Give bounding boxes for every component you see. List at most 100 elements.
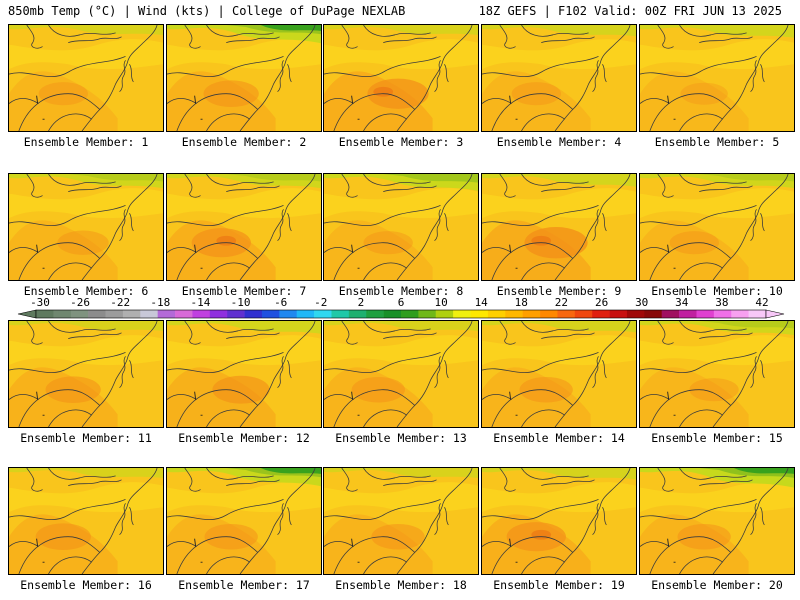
colorbar-segment	[140, 310, 158, 318]
ensemble-member-label: Ensemble Member: 7	[181, 284, 307, 298]
colorbar-segment	[522, 310, 541, 318]
colorbar-segment	[209, 310, 228, 318]
colorbar-tick-label: -18	[150, 296, 170, 309]
colorbar-segment	[731, 310, 749, 318]
ensemble-member-map	[8, 24, 164, 132]
colorbar-tick-label: -30	[30, 296, 50, 309]
colorbar-tick-label: 6	[398, 296, 405, 309]
ensemble-member-label: Ensemble Member: 5	[654, 135, 780, 149]
ensemble-member-map	[481, 173, 637, 281]
colorbar-tick-label: 42	[755, 296, 768, 309]
ensemble-member-map	[8, 467, 164, 575]
ensemble-member-label: Ensemble Member: 8	[338, 284, 464, 298]
ensemble-member-map	[323, 467, 479, 575]
colorbar-segment	[105, 310, 124, 318]
ensemble-member-label: Ensemble Member: 20	[651, 578, 783, 592]
colorbar-tick-label: -22	[110, 296, 130, 309]
ensemble-member-label: Ensemble Member: 16	[20, 578, 152, 592]
colorbar-segment	[53, 310, 72, 318]
colorbar-tick-label: 2	[358, 296, 365, 309]
colorbar-segment	[557, 310, 576, 318]
ensemble-member-map	[639, 320, 795, 428]
colorbar-segment	[435, 310, 454, 318]
colorbar-tick-label: 34	[675, 296, 689, 309]
ensemble-member-map	[639, 173, 795, 281]
colorbar-tick-label: -2	[314, 296, 327, 309]
colorbar-segment	[261, 310, 280, 318]
colorbar-segment	[36, 310, 54, 318]
colorbar-segment	[331, 310, 350, 318]
ensemble-member-map	[323, 24, 479, 132]
colorbar-segment	[540, 310, 558, 318]
colorbar-left-arrow	[17, 309, 37, 319]
colorbar-tick-label: 26	[595, 296, 608, 309]
colorbar-segment	[592, 310, 610, 318]
ensemble-member-map	[8, 173, 164, 281]
header-title-left: 850mb Temp (°C) | Wind (kts) | College o…	[8, 4, 406, 18]
ensemble-member-label: Ensemble Member: 15	[651, 431, 783, 445]
colorbar-tick-label: -26	[70, 296, 90, 309]
colorbar-segment	[366, 310, 384, 318]
ensemble-member-label: Ensemble Member: 11	[20, 431, 152, 445]
colorbar-tick-label: -10	[231, 296, 251, 309]
colorbar-segment	[453, 310, 471, 318]
ensemble-member-map	[166, 320, 322, 428]
colorbar-segment	[192, 310, 211, 318]
ensemble-member-map	[323, 320, 479, 428]
ensemble-member-label: Ensemble Member: 4	[496, 135, 622, 149]
ensemble-member-label: Ensemble Member: 6	[23, 284, 149, 298]
ensemble-member-map	[166, 467, 322, 575]
colorbar-segment	[713, 310, 732, 318]
ensemble-member-label: Ensemble Member: 14	[493, 431, 625, 445]
colorbar-segment	[418, 310, 437, 318]
ensemble-member-map	[639, 467, 795, 575]
colorbar-tick-label: 22	[555, 296, 568, 309]
colorbar-segment	[279, 310, 298, 318]
colorbar-tick-label: 30	[635, 296, 648, 309]
colorbar-segment	[157, 310, 176, 318]
temperature-colorbar: -30 -26 -22 -18 -14 -10 -6 -2 2 6 10 14 18 22 26 30 34 38…	[14, 296, 786, 322]
ensemble-member-label: Ensemble Member: 18	[335, 578, 467, 592]
colorbar-segment	[70, 310, 89, 318]
colorbar-right-arrow	[765, 309, 785, 319]
ensemble-member-map	[166, 24, 322, 132]
colorbar-segment	[696, 310, 715, 318]
colorbar-segment	[487, 310, 506, 318]
ensemble-member-map	[323, 173, 479, 281]
colorbar-segment	[122, 310, 141, 318]
colorbar-segment	[679, 310, 697, 318]
colorbar-segment	[574, 310, 593, 318]
ensemble-member-map	[481, 320, 637, 428]
colorbar-tick-label: 18	[515, 296, 528, 309]
colorbar-segment	[296, 310, 315, 318]
ensemble-member-map	[481, 467, 637, 575]
ensemble-member-label: Ensemble Member: 12	[178, 431, 310, 445]
ensemble-member-map	[166, 173, 322, 281]
colorbar-segment	[609, 310, 628, 318]
ensemble-member-label: Ensemble Member: 19	[493, 578, 625, 592]
ensemble-member-label: Ensemble Member: 10	[651, 284, 783, 298]
ensemble-member-map	[8, 320, 164, 428]
colorbar-segment	[227, 310, 245, 318]
colorbar-tick-label: 38	[715, 296, 728, 309]
colorbar-tick-label: -6	[274, 296, 287, 309]
ensemble-member-label: Ensemble Member: 3	[338, 135, 464, 149]
colorbar-tick-label: 14	[475, 296, 489, 309]
ensemble-member-map	[639, 24, 795, 132]
colorbar-segment	[644, 310, 663, 318]
colorbar-segment	[175, 310, 193, 318]
colorbar-segment	[244, 310, 263, 318]
colorbar-segment	[470, 310, 489, 318]
colorbar-tick-label: -14	[190, 296, 210, 309]
ensemble-member-label: Ensemble Member: 13	[335, 431, 467, 445]
colorbar-segment	[401, 310, 419, 318]
ensemble-member-map	[481, 24, 637, 132]
colorbar-segment	[626, 310, 645, 318]
colorbar-segment	[88, 310, 106, 318]
header-title-right: 18Z GEFS | F102 Valid: 00Z FRI JUN 13 20…	[478, 4, 782, 18]
colorbar-segment	[348, 310, 367, 318]
colorbar-segment	[505, 310, 523, 318]
colorbar-segment	[383, 310, 402, 318]
colorbar-tick-label: 10	[434, 296, 447, 309]
ensemble-member-label: Ensemble Member: 9	[496, 284, 622, 298]
